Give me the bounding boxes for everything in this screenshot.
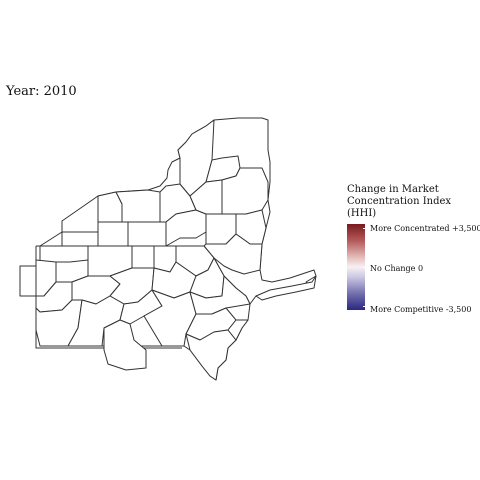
county-region (19, 265, 37, 297)
legend-label-bottom: More Competitive -3,500 (370, 305, 472, 314)
legend-label-mid: No Change 0 (370, 264, 424, 273)
legend-title-line: Concentration Index (347, 196, 452, 207)
year-label: Year: 2010 (6, 84, 77, 99)
legend-title-line: Change in Market (347, 184, 439, 195)
county-region (103, 319, 147, 371)
legend-tick (363, 267, 365, 268)
legend: Change in Market Concentration Index (HH… (347, 184, 480, 314)
legend-title: Change in Market Concentration Index (HH… (347, 184, 477, 220)
county-region (143, 289, 197, 347)
county-region (97, 221, 129, 247)
county-region (255, 275, 317, 301)
legend-title-line: (HHI) (347, 208, 377, 219)
county-region (115, 189, 161, 223)
legend-label-top: More Concentrated +3,500 (370, 224, 480, 233)
legend-tick (363, 306, 365, 307)
county-region (131, 245, 155, 269)
legend-color-bar (347, 224, 365, 310)
county-region (127, 221, 167, 247)
legend-tick (363, 228, 365, 229)
county-region (227, 319, 249, 341)
county-region (61, 231, 99, 247)
county-region (203, 233, 263, 275)
county-region (185, 329, 237, 381)
